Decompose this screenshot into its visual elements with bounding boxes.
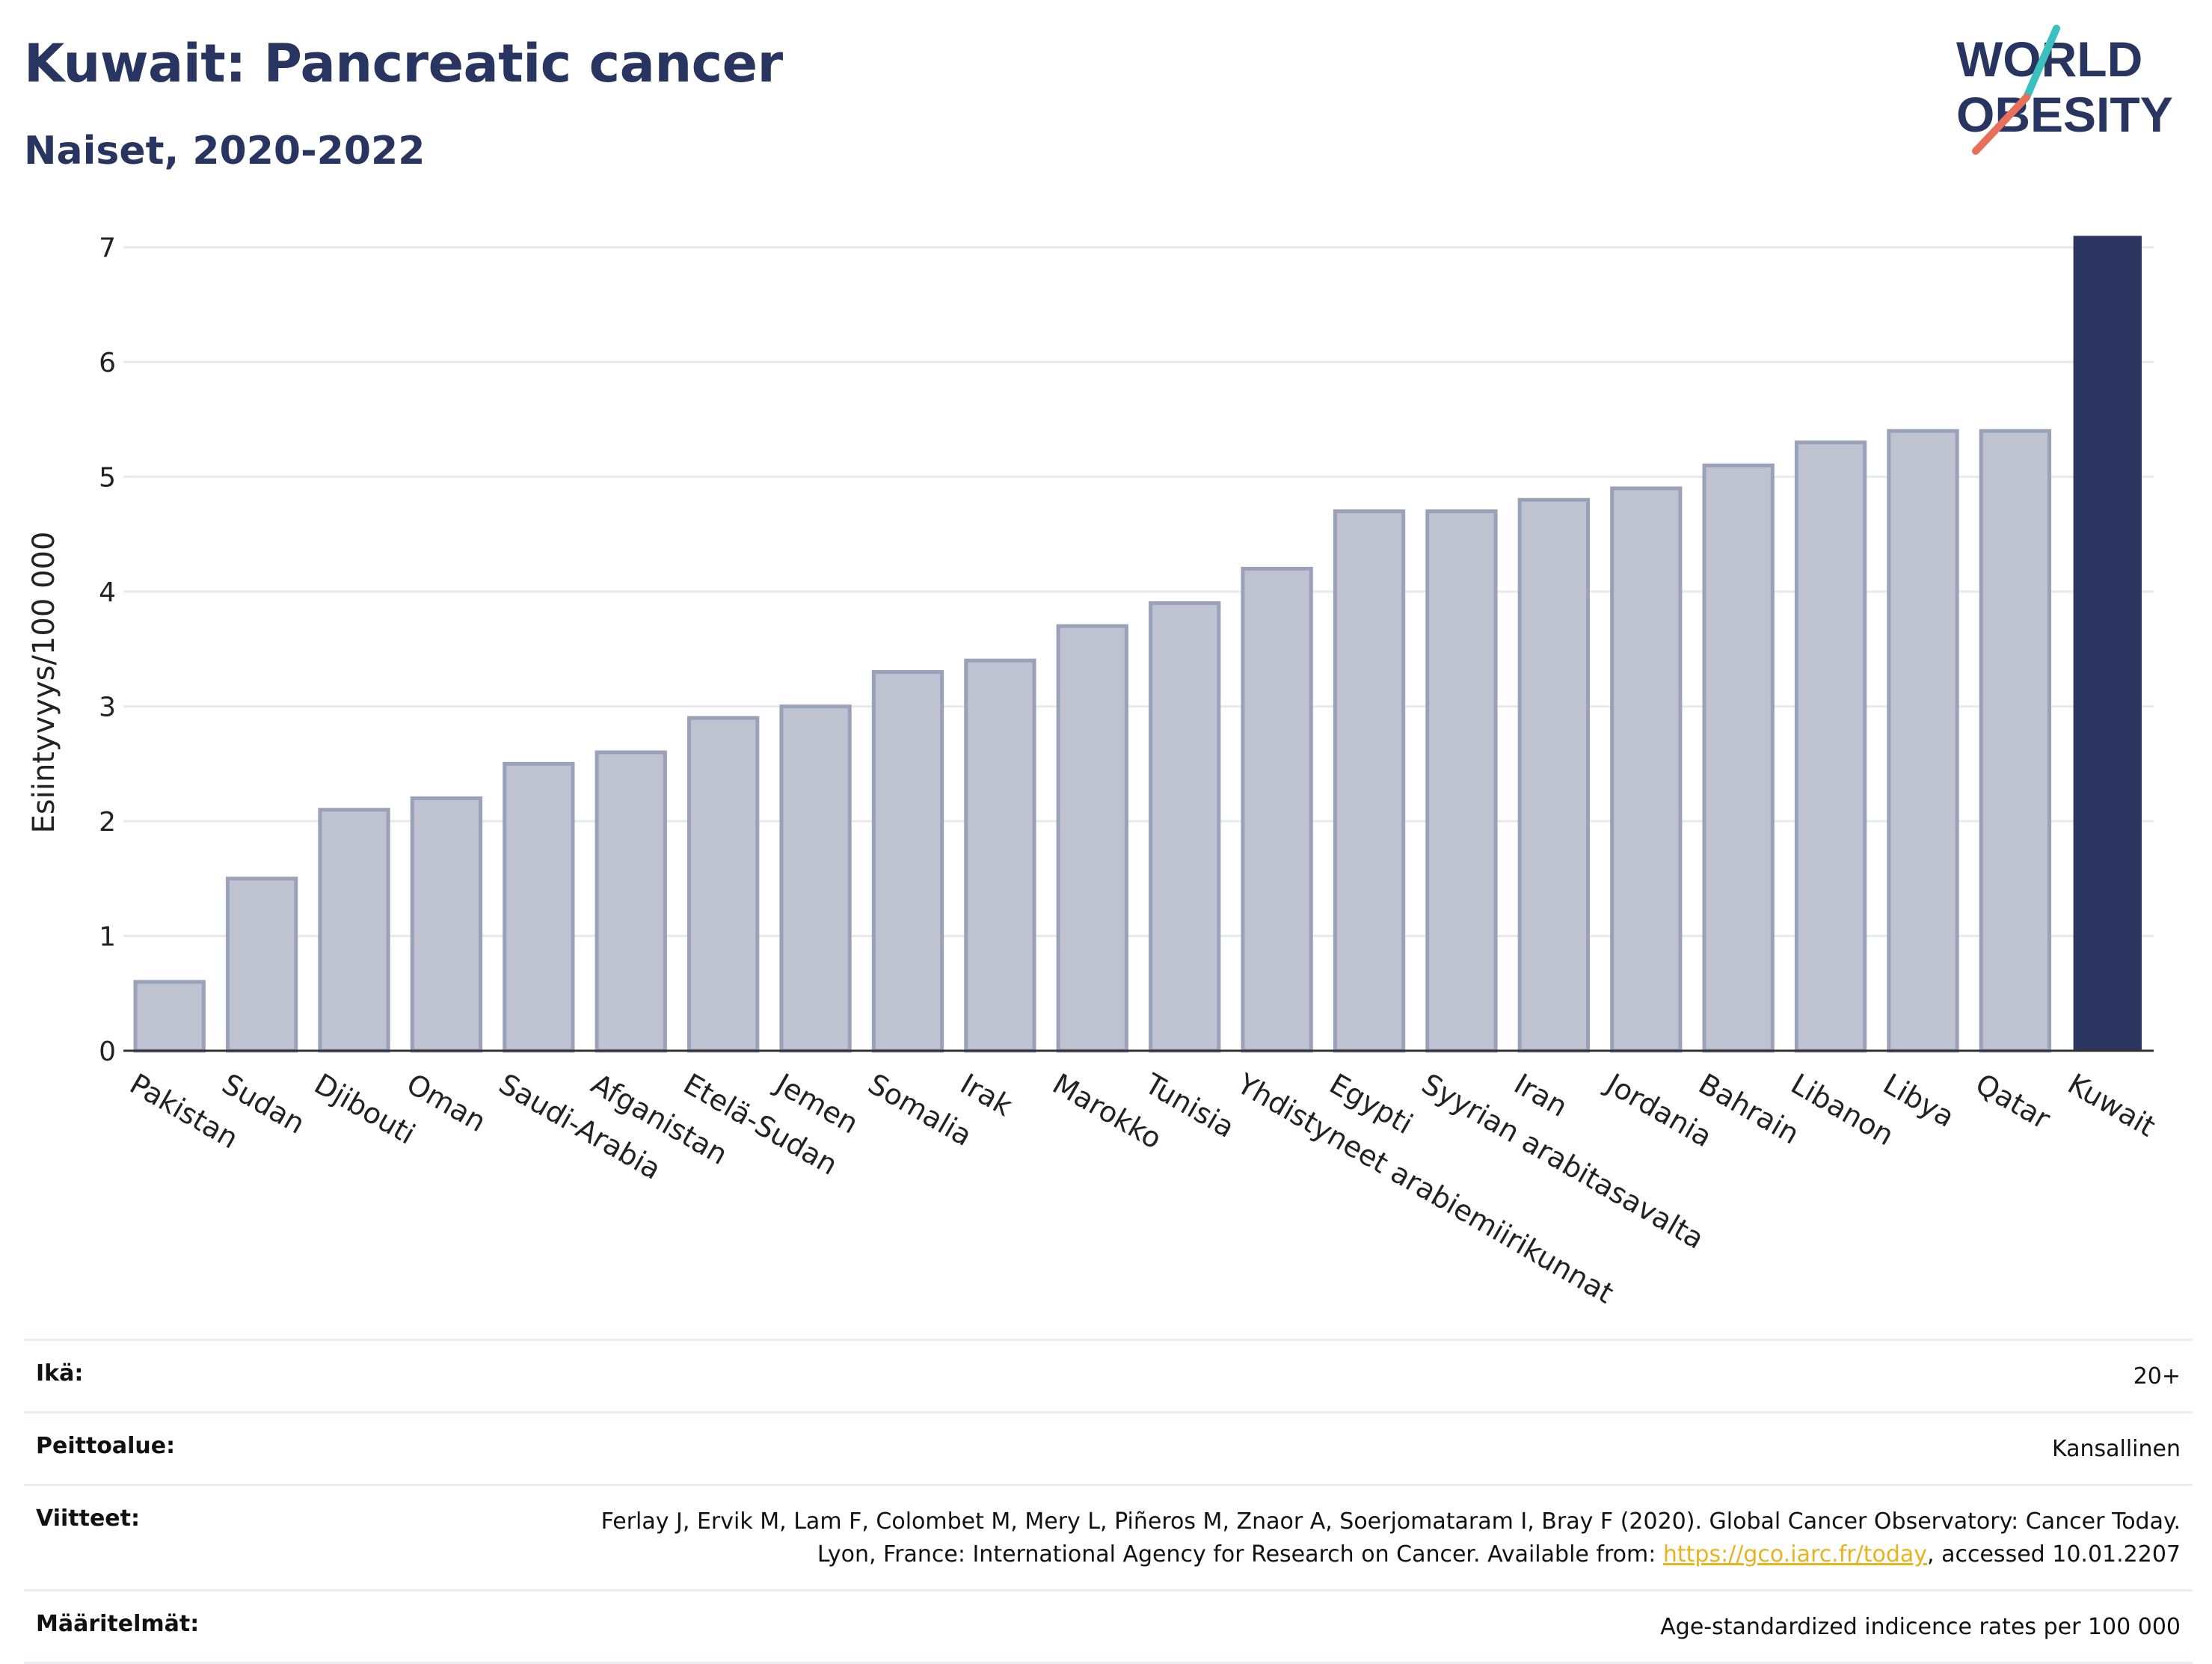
- meta-label-coverage: Peittoalue:: [36, 1433, 176, 1459]
- bar: [871, 670, 944, 1053]
- meta-value-definitions: Age-standardized indicence rates per 100…: [1660, 1614, 2181, 1640]
- chart-subtitle: Naiset, 2020-2022: [24, 129, 425, 174]
- reference-suffix: , accessed 10.01.2207: [1927, 1541, 2181, 1568]
- x-tick-label: Kuwait: [2062, 1067, 2161, 1143]
- chart-title: Kuwait: Pancreatic cancer: [24, 33, 783, 94]
- bar: [1979, 429, 2052, 1053]
- bar: [503, 761, 575, 1053]
- y-tick-label: 3: [99, 693, 116, 723]
- meta-row-age: Ikä: 20+: [24, 1339, 2193, 1411]
- world-obesity-logo: WORLD OBESITY: [1956, 25, 2173, 155]
- meta-label-age: Ikä:: [36, 1360, 84, 1387]
- bar: [1333, 509, 1406, 1053]
- x-tick-label: Libanon: [1786, 1067, 1899, 1152]
- meta-value-coverage: Kansallinen: [2051, 1436, 2181, 1462]
- bar: [1610, 486, 1683, 1053]
- bar: [410, 796, 483, 1053]
- logo-accent-teal: [2023, 25, 2060, 101]
- metadata-table: Ikä: 20+ Peittoalue: Kansallinen Viittee…: [24, 1339, 2193, 1664]
- x-tick-label: Iran: [1508, 1067, 1573, 1123]
- bar: [225, 876, 298, 1053]
- x-tick-label: Somalia: [862, 1067, 977, 1152]
- y-tick-label: 1: [99, 922, 116, 953]
- y-tick-label: 5: [99, 463, 116, 494]
- bar: [133, 980, 206, 1053]
- meta-row-references: Viitteet: Ferlay J, Ervik M, Lam F, Colo…: [24, 1484, 2193, 1589]
- bar: [1241, 566, 1313, 1053]
- bar: [964, 658, 1036, 1053]
- reference-link[interactable]: https://gco.iarc.fr/today: [1662, 1541, 1928, 1568]
- meta-row-coverage: Peittoalue: Kansallinen: [24, 1411, 2193, 1484]
- y-tick-label: 7: [99, 233, 116, 264]
- bar: [318, 808, 390, 1053]
- x-tick-label: Jordania: [1600, 1066, 1718, 1153]
- y-tick-label: 4: [99, 577, 116, 608]
- bar: [779, 704, 852, 1053]
- y-tick-label: 2: [99, 807, 116, 838]
- meta-row-definitions: Määritelmät: Age-standardized indicence …: [24, 1589, 2193, 1664]
- bar: [1702, 463, 1775, 1053]
- y-tick-label: 0: [99, 1037, 116, 1067]
- bar: [1887, 429, 1959, 1053]
- meta-value-age: 20+: [2133, 1363, 2181, 1390]
- logo-accent-coral: [1972, 93, 2030, 155]
- x-tick-label: Etelä-Sudan: [678, 1067, 844, 1182]
- bar: [2073, 236, 2142, 1051]
- bar: [1794, 440, 1867, 1053]
- bar: [595, 750, 667, 1053]
- bar: [1056, 624, 1128, 1053]
- bar: [1517, 497, 1591, 1053]
- y-tick-label: 6: [99, 348, 116, 378]
- meta-value-references: Ferlay J, Ervik M, Lam F, Colombet M, Me…: [588, 1505, 2181, 1571]
- reference-text: Ferlay J, Ervik M, Lam F, Colombet M, Me…: [600, 1508, 2181, 1568]
- bar: [686, 716, 760, 1053]
- meta-label-references: Viitteet:: [36, 1505, 140, 1532]
- meta-label-definitions: Määritelmät:: [36, 1611, 200, 1637]
- y-axis-label: Esiintyvyys/100 000: [27, 532, 61, 834]
- bar: [1425, 509, 1498, 1053]
- x-tick-label: Irak: [955, 1067, 1018, 1123]
- x-tick-label: Djibouti: [309, 1067, 421, 1151]
- bar: [1149, 601, 1221, 1053]
- x-tick-label: Qatar: [1970, 1067, 2056, 1136]
